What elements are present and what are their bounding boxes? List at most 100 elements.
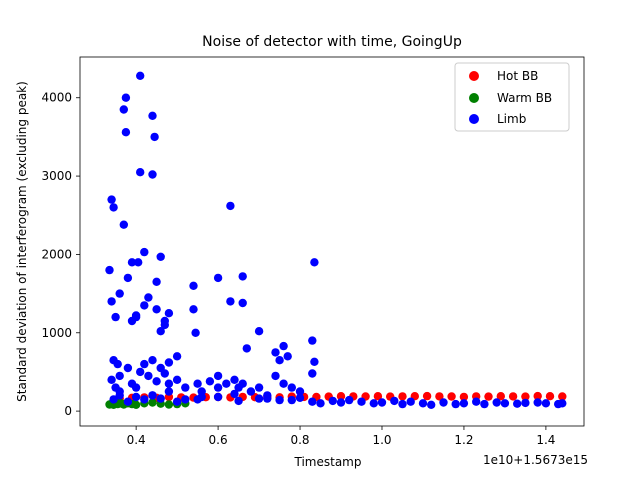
point-limb xyxy=(140,359,149,369)
y-tick-label: 4000 xyxy=(41,91,72,105)
point-limb xyxy=(308,336,317,345)
point-limb xyxy=(189,305,198,314)
point-limb xyxy=(123,397,133,406)
point-limb xyxy=(181,383,190,392)
point-limb xyxy=(115,371,124,381)
x-tick-label: 0.6 xyxy=(209,433,228,447)
point-limb xyxy=(521,398,530,408)
point-limb xyxy=(310,357,319,366)
legend-label-warm-bb: Warm BB xyxy=(497,91,552,105)
point-limb xyxy=(150,132,159,142)
point-limb xyxy=(451,399,460,409)
point-limb xyxy=(115,387,124,396)
point-limb xyxy=(164,309,174,318)
point-hot-bb xyxy=(496,392,505,401)
point-warm-bb xyxy=(148,398,157,407)
point-limb xyxy=(275,395,284,405)
y-axis-label: Standard deviation of interferogram (exc… xyxy=(15,81,29,402)
point-limb xyxy=(164,387,174,396)
point-hot-bb xyxy=(508,392,518,401)
point-limb xyxy=(136,71,145,81)
point-limb xyxy=(418,399,428,408)
point-limb xyxy=(160,320,169,330)
point-limb xyxy=(107,297,116,306)
point-limb xyxy=(144,371,153,381)
y-tick-label: 2000 xyxy=(41,247,72,261)
point-limb xyxy=(172,352,182,361)
point-limb xyxy=(144,293,153,302)
point-limb xyxy=(172,397,182,406)
point-limb xyxy=(156,252,165,261)
point-limb xyxy=(279,341,288,351)
point-limb xyxy=(213,273,223,283)
legend-marker-warm-bb xyxy=(469,93,479,103)
point-limb xyxy=(230,375,239,384)
x-tick-label: 0.8 xyxy=(290,433,309,447)
point-warm-bb xyxy=(164,400,174,409)
point-limb xyxy=(160,369,169,378)
point-limb xyxy=(156,327,165,336)
legend-label-limb: Limb xyxy=(497,112,526,126)
point-limb xyxy=(109,356,118,365)
point-limb xyxy=(131,392,141,402)
point-limb xyxy=(191,328,200,337)
point-limb xyxy=(533,398,542,407)
point-limb xyxy=(127,258,137,267)
point-limb xyxy=(205,377,215,386)
point-limb xyxy=(226,201,235,211)
point-limb xyxy=(328,396,337,406)
point-limb xyxy=(181,395,190,404)
point-limb xyxy=(480,399,489,409)
legend-frame xyxy=(454,62,570,132)
point-limb xyxy=(111,312,120,322)
point-limb xyxy=(105,265,114,275)
point-hot-bb xyxy=(435,392,444,401)
point-limb xyxy=(287,395,296,405)
y-axis-ticks: 0 1000 2000 3000 4000 xyxy=(41,91,80,418)
point-hot-bb xyxy=(373,392,383,401)
point-limb xyxy=(246,387,256,396)
point-limb xyxy=(164,358,174,367)
point-limb xyxy=(357,397,366,406)
point-limb xyxy=(275,356,284,365)
point-limb xyxy=(152,377,161,386)
point-limb xyxy=(336,398,346,407)
point-limb xyxy=(377,398,387,407)
point-limb xyxy=(107,375,116,384)
point-limb xyxy=(390,396,399,406)
point-limb xyxy=(513,399,522,408)
point-limb xyxy=(123,363,133,373)
point-limb xyxy=(213,383,223,392)
point-limb xyxy=(234,396,243,406)
point-hot-bb xyxy=(545,392,555,401)
point-limb xyxy=(238,298,247,308)
x-tick-label: 0.4 xyxy=(127,433,146,447)
point-limb xyxy=(172,375,182,384)
point-limb xyxy=(271,348,280,357)
point-hot-bb xyxy=(558,392,567,401)
point-limb xyxy=(197,392,206,402)
point-limb xyxy=(238,379,247,388)
point-limb xyxy=(472,397,481,406)
point-limb xyxy=(263,394,272,403)
point-limb xyxy=(109,395,118,404)
point-limb xyxy=(115,289,124,298)
point-limb xyxy=(541,399,551,408)
point-limb xyxy=(254,383,264,392)
point-limb xyxy=(148,111,157,121)
point-limb xyxy=(439,398,448,407)
point-limb xyxy=(398,399,407,409)
x-axis-offset-label: 1e10+1.5673e15 xyxy=(483,453,588,467)
point-limb xyxy=(369,399,378,408)
point-hot-bb xyxy=(336,392,346,401)
point-limb xyxy=(271,371,280,381)
point-limb xyxy=(459,399,469,408)
point-limb xyxy=(140,247,149,257)
point-limb xyxy=(295,387,305,396)
point-hot-bb xyxy=(447,392,456,401)
x-tick-label: 1.0 xyxy=(372,433,391,447)
point-limb xyxy=(308,369,317,378)
point-hot-bb xyxy=(459,392,469,402)
y-tick-label: 0 xyxy=(64,404,72,418)
